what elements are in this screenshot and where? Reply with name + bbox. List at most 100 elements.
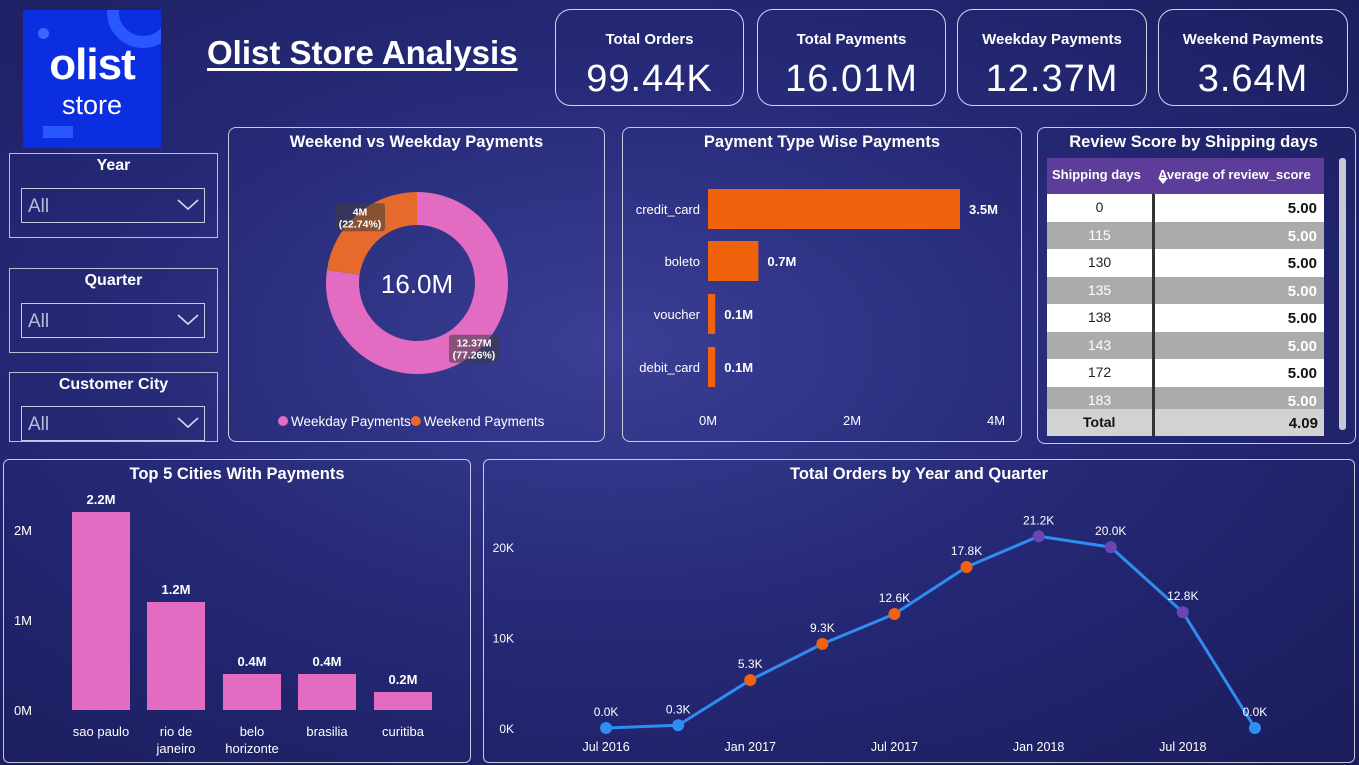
- cell-shipping-days: 135: [1087, 281, 1112, 298]
- data-point: [816, 637, 829, 650]
- bar: [708, 294, 716, 334]
- kpi-card-weekend-payments[interactable]: Weekend Payments 3.64M: [1158, 9, 1348, 106]
- donut-label-box: [448, 334, 499, 363]
- table-row[interactable]: 172 5.00: [1047, 359, 1324, 387]
- legend-label: Weekday Payments: [291, 414, 411, 429]
- table-row[interactable]: 130 5.00: [1047, 249, 1324, 277]
- bar: [708, 241, 759, 281]
- cell-shipping-days: 130: [1087, 254, 1112, 270]
- bar: [708, 347, 716, 387]
- bar-category-label: voucher: [654, 307, 701, 322]
- donut-center-label: 16.0M: [381, 269, 453, 299]
- kpi-value: 16.01M: [785, 58, 918, 100]
- table-total-row: Total 4.09: [1047, 408, 1324, 436]
- data-point: [1176, 606, 1189, 619]
- bar-category-label: credit_card: [636, 202, 700, 217]
- data-point: [960, 561, 973, 574]
- data-label: 9.3K: [810, 621, 835, 635]
- x-category-label: brasilia: [306, 724, 348, 739]
- bar-value-label: 0.1M: [724, 307, 753, 322]
- cell-shipping-days: 138: [1087, 309, 1112, 325]
- x-category-label: sao paulo: [73, 724, 129, 739]
- customer-city-dropdown[interactable]: All: [21, 406, 205, 441]
- dropdown-value: All: [28, 311, 50, 332]
- chart-title: Review Score by Shipping days: [1069, 133, 1318, 151]
- donut-value-label: 4M: [353, 206, 368, 218]
- x-category-label: rio de: [160, 724, 193, 739]
- chart-title: Top 5 Cities With Payments: [129, 465, 345, 483]
- table-row[interactable]: 138 5.00: [1047, 304, 1324, 332]
- donut-slice: [326, 192, 417, 275]
- kpi-label: Weekend Payments: [1182, 31, 1324, 48]
- table-row[interactable]: 115 5.00: [1047, 221, 1324, 249]
- page-title: Olist Store Analysis: [207, 34, 518, 71]
- column-header-avg-review[interactable]: Average of review_score: [1158, 167, 1311, 182]
- olist-logo: olist store: [23, 10, 161, 148]
- panel-weekend-vs-weekday: Weekend vs Weekday Payments 16.0M 12.37M (…: [228, 127, 605, 442]
- x-tick-label: Jan 2017: [725, 740, 776, 754]
- kpi-card-weekday-payments[interactable]: Weekday Payments 12.37M: [957, 9, 1147, 106]
- total-label: Total: [1083, 413, 1116, 430]
- donut-chart: 16.0M 12.37M(77.26%) 4M(22.74%) Weekday Pay…: [278, 192, 545, 429]
- data-point: [600, 722, 613, 734]
- data-point: [1248, 722, 1261, 734]
- data-point: [672, 719, 685, 732]
- table-row[interactable]: 183 5.00: [1047, 386, 1324, 410]
- bar-value-label: 0.1M: [724, 360, 753, 375]
- kpi-label: Total Orders: [605, 31, 694, 48]
- series-line: [606, 534, 1257, 730]
- y-tick-label: 1M: [14, 613, 32, 628]
- kpi-value: 3.64M: [1197, 58, 1309, 100]
- table-row[interactable]: 135 5.00: [1047, 276, 1324, 304]
- year-dropdown[interactable]: All: [21, 188, 205, 223]
- bar: [708, 189, 960, 229]
- column-header-shipping-days[interactable]: Shipping days: [1052, 167, 1141, 182]
- data-point: [1104, 541, 1117, 554]
- table-scrollbar[interactable]: [1339, 158, 1346, 430]
- column-divider: [1152, 194, 1155, 436]
- slicer-customer-city: Customer City All: [9, 372, 218, 442]
- slicer-year: Year All: [9, 153, 218, 238]
- logo-word-store: store: [61, 90, 123, 120]
- x-tick-label: 0M: [699, 413, 717, 428]
- chart-title: Total Orders by Year and Quarter: [790, 465, 1048, 483]
- x-tick-label: Jul 2018: [1159, 740, 1206, 754]
- chart-title: Weekend vs Weekday Payments: [289, 133, 544, 151]
- cell-avg-review: 5.00: [1287, 282, 1317, 300]
- x-category-label: curitiba: [382, 724, 425, 739]
- cities-bar-chart: 0M 1M 2M 2.2M sao paulo 1.2M rio de janeiro 0.4M…: [14, 492, 432, 756]
- donut-pct-label: (22.74%): [339, 218, 382, 230]
- table-row[interactable]: 143 5.00: [1047, 331, 1324, 359]
- bar: [72, 512, 130, 710]
- y-tick-label: 20K: [493, 541, 514, 555]
- chevron-down-icon: [177, 314, 199, 326]
- x-category-label: janeiro: [155, 741, 195, 756]
- data-label: 0.0K: [1243, 705, 1268, 719]
- kpi-card-total-orders[interactable]: Total Orders 99.44K: [555, 9, 744, 106]
- slicer-quarter: Quarter All: [9, 268, 218, 353]
- x-tick-label: 4M: [987, 413, 1005, 428]
- y-tick-label: 2M: [14, 523, 32, 538]
- y-tick-label: 10K: [493, 632, 514, 646]
- data-point: [888, 608, 901, 621]
- cell-avg-review: 5.00: [1287, 227, 1317, 245]
- cell-shipping-days: 115: [1088, 226, 1111, 243]
- kpi-label: Weekday Payments: [982, 31, 1122, 48]
- kpi-card-total-payments[interactable]: Total Payments 16.01M: [757, 9, 946, 106]
- chevron-down-icon: [177, 417, 199, 429]
- bar-value-label: 0.2M: [389, 672, 418, 687]
- x-tick-label: Jul 2016: [582, 740, 629, 754]
- table-row[interactable]: 0 5.00: [1047, 194, 1324, 222]
- logo-word-olist: olist: [49, 40, 135, 89]
- data-label: 12.6K: [879, 591, 910, 605]
- donut-value-label: 12.37M: [456, 338, 491, 350]
- data-label: 17.8K: [951, 544, 982, 558]
- x-tick-label: Jan 2018: [1013, 740, 1064, 754]
- bar-value-label: 3.5M: [969, 202, 998, 217]
- bar-value-label: 0.4M: [238, 654, 267, 669]
- quarter-dropdown[interactable]: All: [21, 303, 205, 338]
- bar-value-label: 0.7M: [767, 254, 796, 269]
- data-label: 21.2K: [1023, 513, 1054, 527]
- panel-payment-type: Payment Type Wise Payments credit_card 3.…: [622, 127, 1022, 442]
